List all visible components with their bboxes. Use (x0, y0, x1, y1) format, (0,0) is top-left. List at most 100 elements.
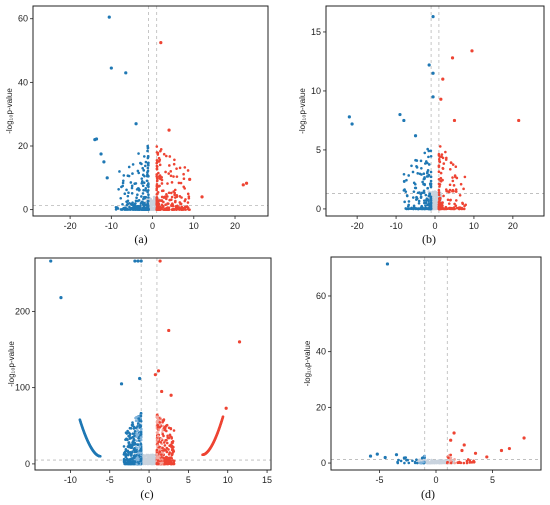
panel-d-plot-area (331, 257, 541, 470)
panel-d-ns-point (442, 460, 446, 464)
panel-c-down-point (136, 443, 140, 447)
panel-a-up-point (166, 182, 169, 185)
panel-a-y-tick-label: 40 (18, 77, 28, 87)
panel-b-ns-point (433, 204, 437, 208)
panel-a-up-point (186, 207, 190, 211)
panel-c-ns-point (151, 462, 154, 466)
panel-c-down-point (134, 426, 138, 430)
panel-d-down-point (396, 461, 400, 465)
panel-c-outlier-point-6 (167, 328, 171, 333)
panel-d-up-point (472, 460, 476, 464)
panel-d-outlier-point-2 (507, 446, 511, 451)
panel-a-up-point (159, 148, 163, 151)
panel-c-up-point (157, 418, 160, 421)
panel-b-outlier-point-13 (431, 95, 435, 99)
panel-c-up-point (161, 432, 165, 436)
panel-b-y-tick-label: 15 (311, 27, 321, 37)
panel-b-down-point (429, 199, 433, 202)
panel-b-up-point (458, 206, 462, 209)
panel-b-up-point (448, 167, 452, 171)
panel-b-up-point (459, 182, 463, 186)
panel-b-down-point (424, 204, 427, 207)
panel-b-down-point (422, 189, 426, 193)
panel-a-up-point (185, 205, 189, 208)
panel-a-caption: (a) (134, 232, 147, 246)
panel-a-up-point (165, 192, 168, 196)
panel-a-down-point (122, 179, 125, 183)
panel-b-down-point (402, 172, 406, 176)
panel-a-down-point (126, 194, 130, 198)
panel-a-down-point (125, 188, 128, 192)
panel-a-down-point (121, 202, 124, 206)
panel-a-up-point (155, 183, 159, 186)
panel-b-up-point (447, 190, 451, 194)
panel-c-down-point (132, 434, 136, 438)
panel-b-up-point (450, 207, 454, 211)
panel-b-down-point (406, 205, 410, 208)
panel-a-outlier-point-2 (124, 71, 128, 75)
panel-b-up-point (448, 183, 452, 187)
panel-b-down-point (426, 186, 429, 190)
panel-a-up-point (160, 182, 164, 185)
panel-a-down-point (147, 182, 150, 185)
panel-c-plot-area (35, 258, 271, 470)
panel-b-down-point (402, 179, 406, 183)
panel-b-down-point (410, 164, 413, 168)
panel-c-up-point (161, 428, 165, 432)
panel-b-outlier-point-9 (398, 112, 402, 117)
panel-c-down-point (137, 439, 141, 442)
panel-d-outlier-point-11 (383, 455, 387, 460)
panel-c-ns-point (147, 460, 150, 463)
panel-c-down-point (122, 445, 126, 448)
panel-c-up-point (159, 441, 163, 444)
panel-a-down-point (144, 160, 148, 164)
panel-c-down-point (134, 419, 138, 423)
panel-b-y-tick-label: 5 (316, 145, 321, 155)
panel-c-up-point (160, 453, 163, 456)
panel-a-down-point (131, 172, 134, 175)
panel-c-up-point (155, 452, 159, 456)
panel-c-down-point (139, 438, 143, 442)
panel-b-down-point (421, 180, 424, 184)
panel-c-up-point (166, 461, 169, 465)
panel-b-outlier-point-7 (350, 122, 354, 126)
panel-b-down-point (423, 151, 427, 155)
panel-b-up-point (438, 185, 441, 188)
panel-a-up-point (158, 163, 162, 167)
panel-a-y-tick-label: 0 (23, 205, 28, 215)
panel-c-down-point (135, 456, 139, 460)
panel-c-down-point (127, 431, 131, 435)
panel-a-outlier-point-7 (102, 160, 106, 164)
panel-a-outlier-point-10 (188, 177, 192, 182)
panel-d-caption: (d) (421, 487, 435, 501)
panel-a-down-point (140, 180, 144, 183)
panel-a-down-point (139, 161, 142, 165)
panel-a-up-point (169, 170, 173, 173)
panel-b-up-point (458, 193, 462, 197)
panel-c-up-point (156, 444, 159, 448)
panel-a-up-point (173, 188, 177, 192)
panel-b-down-point (425, 171, 429, 175)
panel-a-up-point (170, 181, 174, 184)
panel-c-up-point (169, 426, 173, 430)
panel-b-up-point (437, 152, 441, 156)
panel-c-up-point (160, 437, 163, 440)
panel-d-down-point (419, 461, 423, 464)
panel-c-down-point (136, 425, 139, 428)
panel-c-down-point (123, 450, 127, 454)
panel-c-up-point (170, 448, 174, 452)
panel-a-up-point (175, 194, 179, 197)
panel-d-outlier-point-8 (473, 451, 478, 455)
panel-c-arc-1-point (221, 415, 225, 418)
panel-a-down-point (131, 163, 135, 166)
panel-c-up-point (156, 456, 159, 460)
panel-a-down-point (127, 174, 131, 178)
panel-b-up-point (454, 188, 458, 191)
panel-a-up-point (155, 196, 159, 200)
panel-b-down-point (404, 207, 408, 210)
panel-a-down-point (141, 192, 145, 195)
panel-b-down-point (417, 199, 421, 203)
panel-b-down-point (419, 192, 423, 196)
panel-c-down-point (131, 440, 135, 443)
panel-c-down-point (139, 457, 143, 461)
